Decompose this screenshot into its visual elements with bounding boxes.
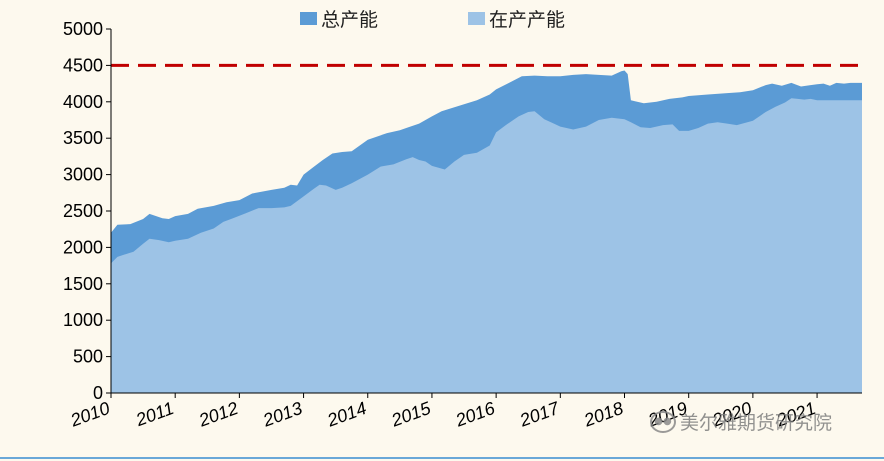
- watermark-text: 美尔雅期货研究院: [680, 412, 833, 434]
- x-tick-label: 2013: [260, 398, 305, 431]
- bottom-rule: [0, 457, 884, 459]
- x-tick-label: 2016: [452, 398, 498, 431]
- y-tick-label: 3000: [63, 165, 103, 185]
- series-area-1: [111, 98, 862, 393]
- legend-label-total: 总产能: [321, 9, 379, 31]
- x-tick-label: 2010: [67, 398, 112, 431]
- watermark: ●● 美尔雅期货研究院: [650, 408, 832, 435]
- y-tick-label: 0: [93, 383, 103, 403]
- y-tick-label: 5000: [63, 19, 103, 39]
- y-tick-label: 1000: [63, 310, 103, 330]
- y-tick-label: 4500: [63, 55, 103, 75]
- x-tick-label: 2014: [324, 398, 369, 431]
- y-tick-label: 2000: [63, 237, 103, 257]
- y-tick-label: 2500: [63, 201, 103, 221]
- legend-swatch-total: [300, 12, 317, 25]
- y-tick-label: 3500: [63, 128, 103, 148]
- x-tick-label: 2018: [580, 398, 625, 431]
- x-tick-label: 2012: [195, 398, 240, 431]
- y-tick-label: 4000: [63, 92, 103, 112]
- x-tick-label: 2017: [516, 398, 562, 431]
- x-tick-label: 2011: [132, 398, 176, 430]
- x-tick-label: 2015: [388, 398, 434, 431]
- y-tick-label: 1500: [63, 274, 103, 294]
- legend-item-total: 总产能: [300, 5, 378, 32]
- legend-swatch-active: [468, 12, 486, 25]
- legend-item-active: 在产产能: [468, 5, 565, 32]
- wechat-icon: ●●: [650, 410, 676, 433]
- legend: 总产能 在产产能: [300, 5, 565, 32]
- legend-label-active: 在产产能: [489, 9, 566, 31]
- y-tick-label: 500: [73, 347, 103, 367]
